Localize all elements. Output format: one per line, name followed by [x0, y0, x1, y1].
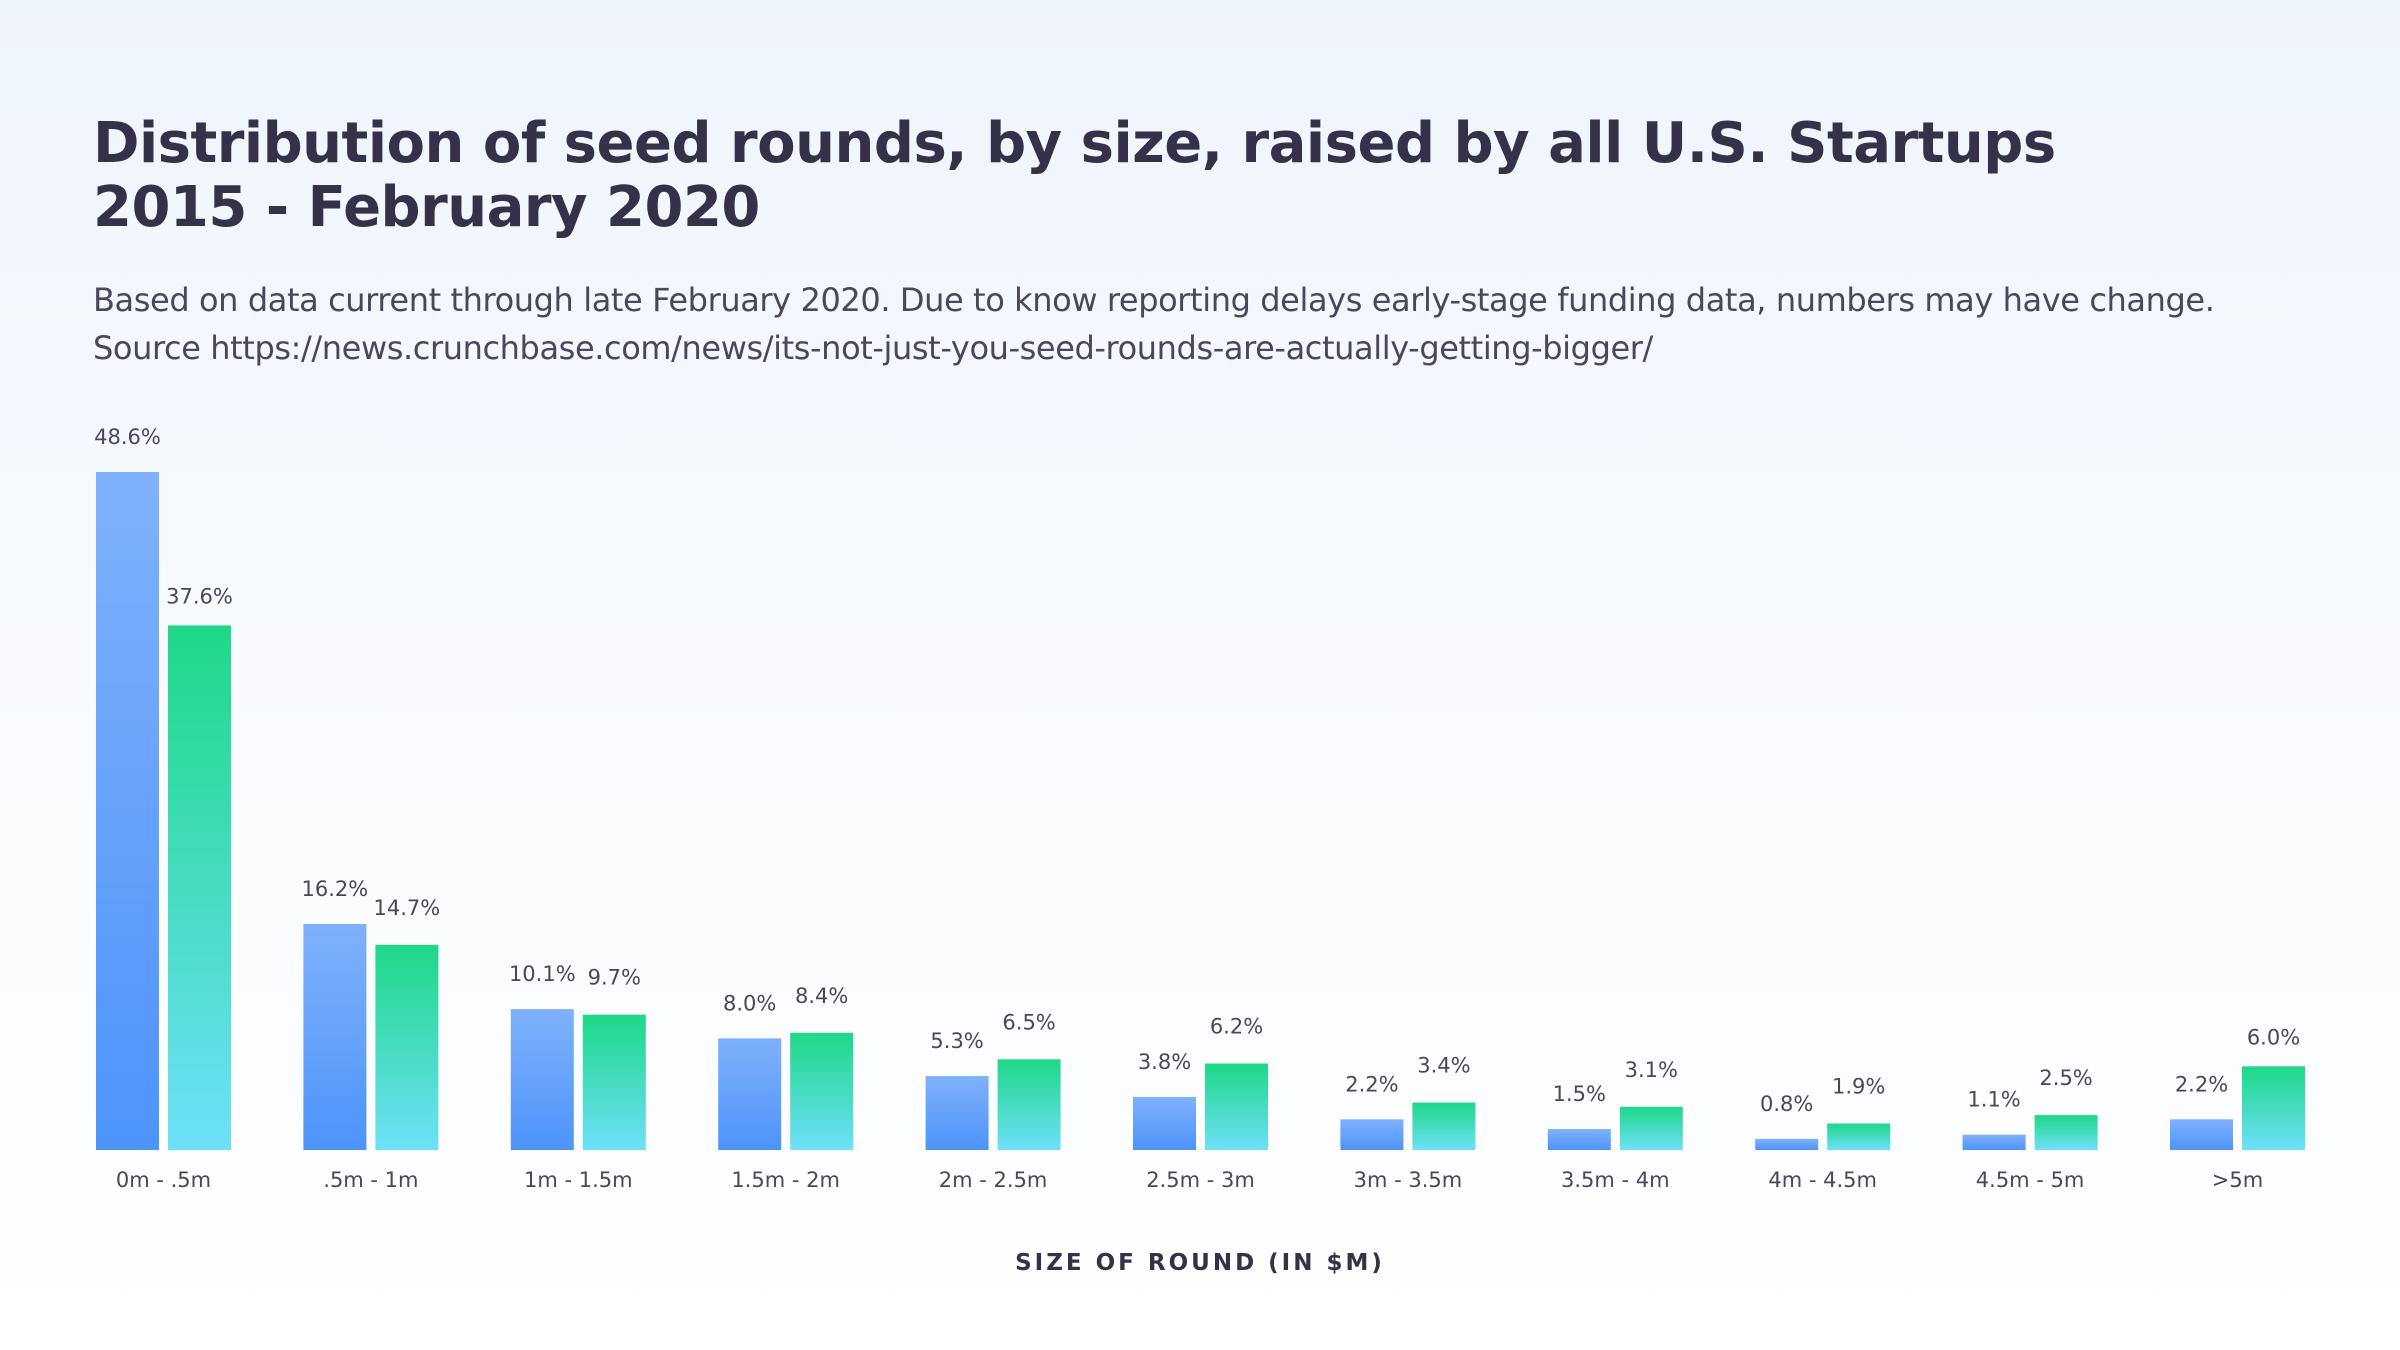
bar-series1-10 [2170, 1119, 2233, 1150]
bar-series2-10 [2242, 1066, 2305, 1150]
bar-series1-2 [510, 1009, 574, 1150]
x-tick-label-6: 3m - 3.5m [1354, 1168, 1463, 1192]
x-tick-label-0: 0m - .5m [116, 1168, 211, 1192]
subtitle-source: Source https://news.crunchbase.com/news/… [93, 329, 1653, 367]
data-label-series2-3: 8.4% [795, 984, 848, 1008]
data-label-series1-3: 8.0% [723, 991, 776, 1015]
data-label-series1-8: 0.8% [1760, 1092, 1813, 1116]
data-label-series1-0: 48.6% [94, 425, 161, 449]
bar-series1-5 [1133, 1096, 1196, 1150]
bar-series2-9 [2034, 1115, 2098, 1150]
x-tick-label-1: .5m - 1m [323, 1168, 418, 1192]
data-label-series1-5: 3.8% [1138, 1050, 1191, 1074]
chart-title-line-2: 2015 - February 2020 [93, 175, 760, 240]
subtitle-note: Based on data current through late Febru… [93, 281, 2215, 319]
data-label-series2-7: 3.1% [1625, 1058, 1678, 1082]
x-tick-label-9: 4.5m - 5m [1976, 1168, 2085, 1192]
x-tick-label-4: 2m - 2.5m [939, 1168, 1048, 1192]
data-label-series2-4: 6.5% [1002, 1010, 1055, 1034]
bar-series2-8 [1827, 1123, 1891, 1150]
bar-series1-4 [925, 1076, 989, 1150]
x-tick-label-3: 1.5m - 2m [731, 1168, 840, 1192]
bar-series2-6 [1412, 1102, 1476, 1150]
x-tick-label-7: 3.5m - 4m [1561, 1168, 1670, 1192]
data-label-series1-9: 1.1% [1967, 1088, 2020, 1112]
chart-title-line-1: Distribution of seed rounds, by size, ra… [93, 111, 2056, 176]
bar-series1-9 [1962, 1134, 2026, 1150]
x-tick-label-5: 2.5m - 3m [1146, 1168, 1255, 1192]
bar-series2-5 [1205, 1063, 1268, 1150]
x-tick-label-2: 1m - 1.5m [524, 1168, 633, 1192]
x-tick-label-8: 4m - 4.5m [1768, 1168, 1877, 1192]
data-label-series1-2: 10.1% [509, 962, 576, 986]
x-tick-label-10: >5m [2212, 1168, 2263, 1192]
data-label-series1-6: 2.2% [1345, 1072, 1398, 1096]
bar-series1-3 [718, 1038, 782, 1150]
bar-series2-0 [168, 625, 231, 1150]
chart-title: Distribution of seed rounds, by size, ra… [93, 112, 2056, 240]
bar-series2-1 [375, 944, 439, 1150]
data-label-series2-8: 1.9% [1832, 1074, 1885, 1098]
data-label-series2-2: 9.7% [588, 966, 641, 990]
bar-series1-7 [1547, 1129, 1611, 1150]
bar-series2-3 [790, 1032, 854, 1150]
bar-series2-4 [997, 1059, 1061, 1150]
data-label-series2-9: 2.5% [2039, 1066, 2092, 1090]
bar-series1-6 [1340, 1119, 1404, 1150]
data-label-series2-0: 37.6% [166, 584, 233, 608]
x-axis-label: SIZE OF ROUND (IN $M) [1015, 1250, 1385, 1276]
bars-group [96, 472, 2305, 1150]
data-label-series2-5: 6.2% [1210, 1015, 1263, 1039]
data-label-series2-6: 3.4% [1417, 1054, 1470, 1078]
data-label-series2-1: 14.7% [374, 896, 441, 920]
data-label-series1-7: 1.5% [1553, 1082, 1606, 1106]
data-label-series1-4: 5.3% [930, 1029, 983, 1053]
data-label-series2-10: 6.0% [2247, 1025, 2300, 1049]
data-label-series1-1: 16.2% [302, 877, 369, 901]
chart-subtitle: Based on data current through late Febru… [93, 276, 2215, 372]
data-labels-group: 48.6% 37.6% 16.2%14.7% 10.1% 9.7% 8.0% 8.4% 5.3… [94, 425, 2300, 1116]
x-tick-labels-group: 0m - .5m .5m - 1m 1m - 1.5m 1.5m - 2m 2m - 2… [116, 1168, 2263, 1192]
data-label-series1-10: 2.2% [2175, 1072, 2228, 1096]
bar-series1-8 [1755, 1138, 1819, 1150]
bar-series2-2 [582, 1014, 646, 1150]
bar-series2-7 [1619, 1106, 1683, 1150]
bar-series1-0 [96, 472, 159, 1150]
bar-series1-1 [303, 924, 367, 1150]
